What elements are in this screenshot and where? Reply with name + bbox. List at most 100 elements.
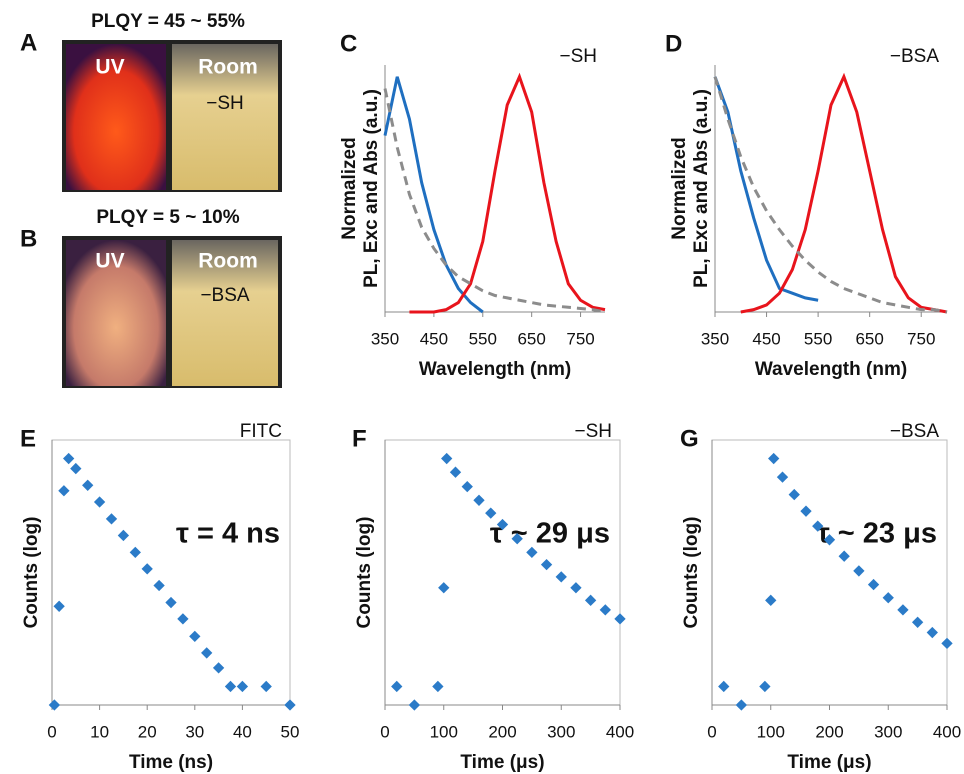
- data-point: [599, 604, 611, 616]
- annotation: −BSA: [890, 46, 939, 67]
- data-point: [93, 496, 106, 508]
- y-axis-title: PL, Exc and Abs (a.u.): [691, 89, 712, 288]
- panel-label: F: [352, 425, 367, 452]
- x-tick-label: 40: [233, 722, 252, 741]
- data-point: [129, 546, 141, 559]
- photo-label: Room: [198, 250, 258, 273]
- x-axis-title: Time (ns): [129, 752, 213, 773]
- data-point: [284, 699, 296, 711]
- data-point: [224, 680, 237, 693]
- panel-label: D: [665, 30, 682, 57]
- data-point: [941, 637, 953, 650]
- plot-frame: [711, 439, 948, 706]
- annotation: τ ~ 29 μs: [490, 518, 610, 550]
- vial: [66, 44, 166, 190]
- panel-label: G: [680, 425, 699, 452]
- data-point: [165, 596, 177, 609]
- x-tick-label: 200: [815, 722, 843, 741]
- x-tick-label: 30: [185, 722, 204, 741]
- data-point: [882, 592, 894, 604]
- data-point: [441, 452, 453, 465]
- x-tick-label: 50: [281, 722, 300, 741]
- data-point: [897, 604, 909, 616]
- data-point: [53, 600, 65, 612]
- plot-frame: [384, 439, 621, 706]
- panel-label: C: [340, 30, 357, 57]
- x-tick-label: 0: [707, 722, 716, 741]
- data-point: [540, 558, 553, 571]
- x-tick-label: 400: [933, 722, 961, 741]
- x-tick-label: 400: [606, 722, 634, 741]
- x-tick-label: 300: [547, 722, 575, 741]
- data-point: [236, 680, 249, 693]
- data-point: [408, 699, 421, 711]
- data-line: [740, 72, 948, 314]
- x-tick-label: 650: [855, 329, 883, 348]
- chart: G 0 100 200 300 400 Time (μs) Counts (log) −BSA τ…: [680, 421, 961, 773]
- data-point: [70, 462, 82, 475]
- y-axis-title: Normalized: [339, 137, 360, 239]
- chart: E 0 10 20 30 40 50 Time (ns) Counts (log) FITC τ =…: [20, 421, 299, 773]
- vial: [66, 240, 166, 386]
- data-point: [58, 485, 70, 497]
- sample-label: −SH: [206, 93, 244, 114]
- data-point: [838, 550, 850, 562]
- data-point: [584, 594, 597, 606]
- data-point: [141, 563, 153, 575]
- annotation: −SH: [560, 46, 598, 67]
- data-line: [713, 76, 819, 302]
- x-tick-label: 20: [138, 722, 157, 741]
- data-point: [867, 578, 880, 591]
- panel-label: E: [20, 425, 36, 452]
- data-point: [105, 513, 118, 525]
- data-point: [788, 488, 800, 501]
- x-tick-label: 650: [517, 329, 545, 348]
- data-point: [812, 520, 824, 532]
- photo-b: B PLQY = 5 ~ 10% UV Room −BSA: [20, 207, 282, 388]
- x-tick-label: 100: [757, 722, 785, 741]
- x-axis-title: Wavelength (nm): [755, 359, 907, 380]
- data-line: [383, 76, 484, 314]
- x-tick-label: 300: [874, 722, 902, 741]
- data-point: [511, 533, 523, 545]
- data-line: [409, 72, 606, 314]
- y-axis-title: Normalized: [669, 137, 690, 239]
- data-point: [461, 480, 473, 493]
- photo-title: PLQY = 45 ~ 55%: [91, 11, 245, 32]
- data-point: [212, 662, 225, 674]
- data-point: [776, 471, 789, 483]
- y-axis-title: Counts (log): [21, 517, 42, 629]
- chart: F 0 100 200 300 400 Time (μs) Counts (log) −SH τ …: [352, 421, 634, 773]
- x-tick-label: 550: [469, 329, 497, 348]
- photo-label: Room: [198, 56, 258, 79]
- data-point: [911, 616, 924, 628]
- x-tick-label: 450: [752, 329, 780, 348]
- chart: C 350 450 550 650 750 Wavelength (nm) Normalize…: [339, 30, 606, 380]
- data-point: [473, 494, 485, 506]
- data-point: [260, 680, 272, 693]
- panel-label: B: [20, 225, 37, 252]
- data-point: [759, 680, 771, 693]
- data-point: [485, 507, 497, 519]
- data-point: [765, 594, 777, 606]
- data-point: [117, 529, 130, 542]
- annotation: −BSA: [890, 421, 939, 442]
- data-point: [153, 579, 165, 592]
- x-axis-title: Time (μs): [787, 752, 871, 773]
- x-tick-label: 0: [47, 722, 56, 741]
- x-axis-title: Wavelength (nm): [419, 359, 571, 380]
- data-point: [63, 452, 75, 465]
- data-point: [449, 466, 462, 478]
- photo-label: UV: [95, 56, 124, 79]
- photo-title: PLQY = 5 ~ 10%: [96, 207, 239, 228]
- data-point: [189, 630, 201, 643]
- x-tick-label: 450: [420, 329, 448, 348]
- annotation: τ = 4 ns: [176, 518, 280, 550]
- x-tick-label: 550: [804, 329, 832, 348]
- data-point: [48, 699, 61, 711]
- x-tick-label: 200: [488, 722, 516, 741]
- data-point: [735, 699, 748, 711]
- x-tick-label: 750: [907, 329, 935, 348]
- data-point: [432, 680, 444, 693]
